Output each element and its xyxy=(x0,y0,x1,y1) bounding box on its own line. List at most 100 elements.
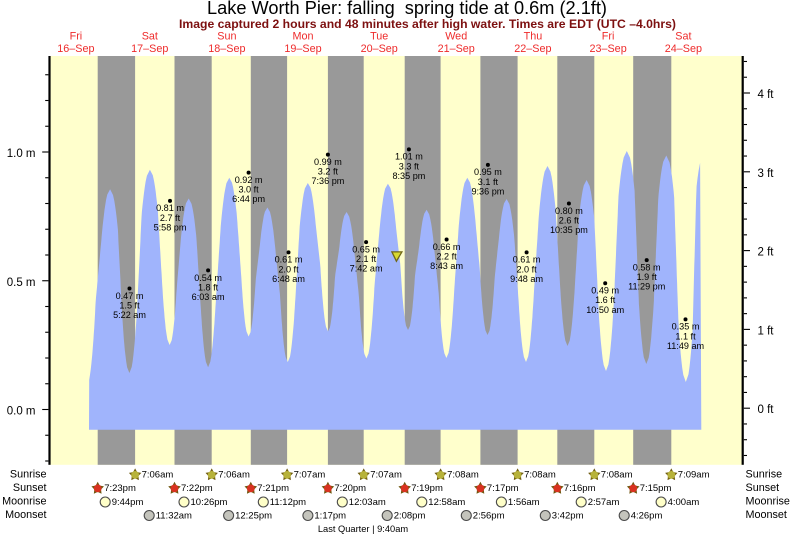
svg-text:7:42 am: 7:42 am xyxy=(350,264,383,274)
svg-text:3:42pm: 3:42pm xyxy=(552,510,584,521)
svg-text:Image captured 2 hours and 48: Image captured 2 hours and 48 minutes af… xyxy=(179,17,676,31)
svg-text:0.61 m: 0.61 m xyxy=(275,255,303,265)
svg-text:7:15pm: 7:15pm xyxy=(640,483,672,494)
svg-text:2.2 ft: 2.2 ft xyxy=(436,251,457,261)
svg-text:11:32am: 11:32am xyxy=(156,510,192,521)
svg-text:Sun: Sun xyxy=(217,30,236,42)
svg-text:3 ft: 3 ft xyxy=(758,168,775,180)
svg-text:0.35 m: 0.35 m xyxy=(672,322,700,332)
svg-text:6:44 pm: 6:44 pm xyxy=(232,194,265,204)
svg-text:7:06am: 7:06am xyxy=(218,470,250,481)
svg-text:Last Quarter | 9:40am: Last Quarter | 9:40am xyxy=(318,524,409,534)
svg-text:24–Sep: 24–Sep xyxy=(665,43,702,55)
svg-text:4:00am: 4:00am xyxy=(668,497,700,508)
svg-text:7:36 pm: 7:36 pm xyxy=(311,176,344,186)
svg-text:2.7 ft: 2.7 ft xyxy=(160,213,181,223)
svg-text:7:08am: 7:08am xyxy=(601,470,633,481)
svg-text:7:21pm: 7:21pm xyxy=(257,483,289,494)
svg-text:12:25pm: 12:25pm xyxy=(235,510,272,521)
svg-text:2:56pm: 2:56pm xyxy=(473,510,505,521)
svg-text:8:43 am: 8:43 am xyxy=(430,261,463,271)
svg-text:7:08am: 7:08am xyxy=(524,470,556,481)
svg-text:0 ft: 0 ft xyxy=(758,404,775,416)
svg-text:1:17pm: 1:17pm xyxy=(314,510,346,521)
svg-text:9:44pm: 9:44pm xyxy=(112,497,144,508)
svg-text:1.5 ft: 1.5 ft xyxy=(119,300,140,310)
svg-text:Sunrise: Sunrise xyxy=(746,468,783,480)
svg-text:21–Sep: 21–Sep xyxy=(438,43,475,55)
svg-text:Moonset: Moonset xyxy=(5,509,46,521)
svg-text:2.6 ft: 2.6 ft xyxy=(559,215,580,225)
svg-text:3.0 ft: 3.0 ft xyxy=(238,185,259,195)
svg-text:7:09am: 7:09am xyxy=(678,470,710,481)
svg-text:3.2 ft: 3.2 ft xyxy=(318,167,339,177)
svg-text:12:58am: 12:58am xyxy=(428,497,465,508)
svg-text:19–Sep: 19–Sep xyxy=(284,43,321,55)
svg-text:Fri: Fri xyxy=(602,30,615,42)
svg-text:1.01 m: 1.01 m xyxy=(395,152,423,162)
svg-text:0.58 m: 0.58 m xyxy=(633,262,661,272)
svg-text:4:26pm: 4:26pm xyxy=(631,510,663,521)
svg-text:0.92 m: 0.92 m xyxy=(235,175,263,185)
svg-text:0.99 m: 0.99 m xyxy=(314,157,342,167)
svg-text:Thu: Thu xyxy=(524,30,543,42)
svg-text:16–Sep: 16–Sep xyxy=(57,43,94,55)
svg-text:2:08pm: 2:08pm xyxy=(394,510,426,521)
svg-text:Fri: Fri xyxy=(70,30,83,42)
svg-text:Sat: Sat xyxy=(142,30,158,42)
svg-text:11:12pm: 11:12pm xyxy=(270,497,306,508)
svg-text:0.81 m: 0.81 m xyxy=(156,203,184,213)
svg-text:5:22 am: 5:22 am xyxy=(113,310,146,320)
svg-text:0.0 m: 0.0 m xyxy=(7,406,36,418)
svg-text:2:57am: 2:57am xyxy=(588,497,620,508)
svg-text:10:50 am: 10:50 am xyxy=(586,305,624,315)
svg-text:2.1 ft: 2.1 ft xyxy=(356,254,377,264)
svg-text:0.5 m: 0.5 m xyxy=(7,277,36,289)
svg-text:1.8 ft: 1.8 ft xyxy=(198,282,219,292)
svg-text:4 ft: 4 ft xyxy=(758,89,775,101)
svg-text:7:20pm: 7:20pm xyxy=(334,483,366,494)
svg-text:7:08am: 7:08am xyxy=(447,470,479,481)
svg-text:1.0 m: 1.0 m xyxy=(7,148,36,160)
svg-text:1.9 ft: 1.9 ft xyxy=(637,272,658,282)
svg-text:1.6 ft: 1.6 ft xyxy=(595,295,616,305)
svg-text:3.1 ft: 3.1 ft xyxy=(478,177,499,187)
svg-text:7:17pm: 7:17pm xyxy=(487,483,519,494)
svg-text:18–Sep: 18–Sep xyxy=(208,43,245,55)
svg-text:23–Sep: 23–Sep xyxy=(589,43,626,55)
svg-text:0.65 m: 0.65 m xyxy=(352,244,380,254)
svg-text:0.80 m: 0.80 m xyxy=(555,206,583,216)
svg-text:11:49 am: 11:49 am xyxy=(667,341,704,351)
svg-text:11:29 pm: 11:29 pm xyxy=(628,282,665,292)
svg-text:Mon: Mon xyxy=(292,30,313,42)
svg-text:0.47 m: 0.47 m xyxy=(116,291,144,301)
svg-text:Sat: Sat xyxy=(675,30,691,42)
svg-text:1.1 ft: 1.1 ft xyxy=(675,331,696,341)
svg-text:12:03am: 12:03am xyxy=(349,497,386,508)
svg-text:10:35 pm: 10:35 pm xyxy=(550,225,588,235)
svg-text:2.0 ft: 2.0 ft xyxy=(278,264,299,274)
svg-text:Sunrise: Sunrise xyxy=(10,468,47,480)
svg-text:0.61 m: 0.61 m xyxy=(513,255,541,265)
svg-text:7:19pm: 7:19pm xyxy=(411,483,443,494)
svg-text:17–Sep: 17–Sep xyxy=(131,43,168,55)
svg-text:Moonrise: Moonrise xyxy=(2,495,46,507)
svg-text:6:03 am: 6:03 am xyxy=(192,292,225,302)
svg-text:0.95 m: 0.95 m xyxy=(474,167,502,177)
svg-text:2 ft: 2 ft xyxy=(758,247,775,259)
svg-text:Lake Worth Pier: falling spri: Lake Worth Pier: falling spring tide at … xyxy=(207,0,607,18)
svg-text:3.3 ft: 3.3 ft xyxy=(399,161,420,171)
svg-text:9:48 am: 9:48 am xyxy=(510,274,543,284)
svg-text:7:23pm: 7:23pm xyxy=(104,483,136,494)
svg-text:8:35 pm: 8:35 pm xyxy=(392,171,425,181)
svg-text:22–Sep: 22–Sep xyxy=(514,43,551,55)
svg-text:1 ft: 1 ft xyxy=(758,325,775,337)
svg-text:7:06am: 7:06am xyxy=(142,470,174,481)
svg-text:0.49 m: 0.49 m xyxy=(591,286,619,296)
svg-text:0.54 m: 0.54 m xyxy=(194,273,222,283)
svg-text:10:26pm: 10:26pm xyxy=(191,497,228,508)
svg-text:2.0 ft: 2.0 ft xyxy=(516,264,537,274)
svg-text:9:36 pm: 9:36 pm xyxy=(471,186,504,196)
svg-text:Moonrise: Moonrise xyxy=(746,495,790,507)
svg-text:7:22pm: 7:22pm xyxy=(181,483,213,494)
